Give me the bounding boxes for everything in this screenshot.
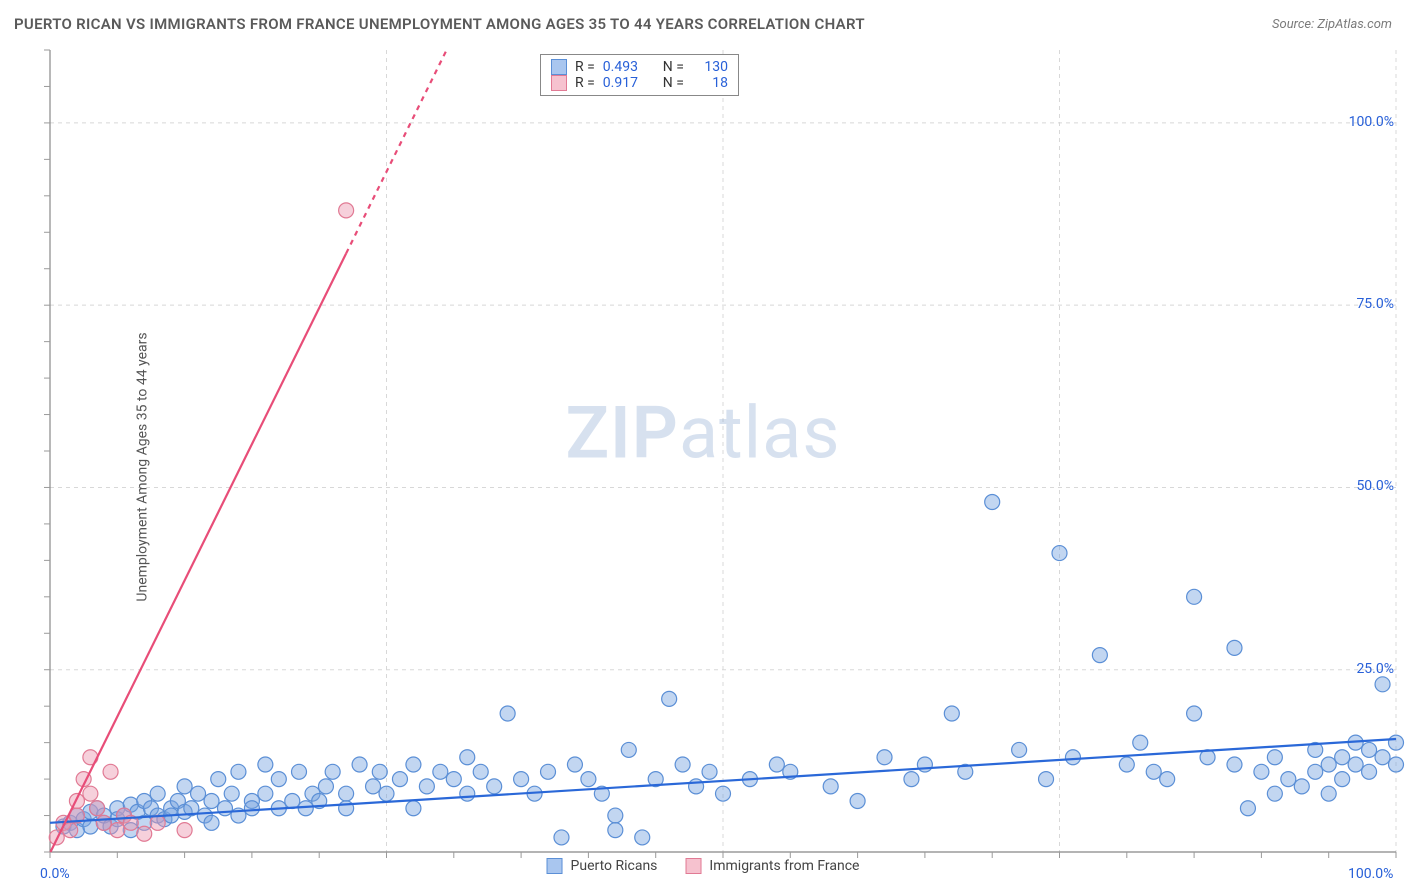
scatter-plot-svg <box>0 42 1406 892</box>
legend-swatch <box>547 858 563 874</box>
n-label: N = <box>663 59 684 75</box>
legend-label: Immigrants from France <box>709 858 859 874</box>
stats-legend-box: R = 0.493 N = 130 R = 0.917 N = 18 <box>540 54 739 96</box>
y-axis-title: Unemployment Among Ages 35 to 44 years <box>135 332 151 601</box>
legend-item: Puerto Ricans <box>547 858 658 874</box>
y-axis-label-75: 75.0% <box>1336 296 1394 312</box>
stats-row: R = 0.493 N = 130 <box>551 59 728 75</box>
r-label: R = <box>575 75 595 91</box>
stats-row: R = 0.917 N = 18 <box>551 75 728 91</box>
chart-title: PUERTO RICAN VS IMMIGRANTS FROM FRANCE U… <box>14 15 865 33</box>
x-axis-label-max: 100.0% <box>1348 866 1393 882</box>
r-label: R = <box>575 59 595 75</box>
n-label: N = <box>663 75 684 91</box>
n-value: 18 <box>692 75 728 91</box>
x-axis-label-min: 0.0% <box>40 866 70 882</box>
legend-label: Puerto Ricans <box>571 858 658 874</box>
legend-item: Immigrants from France <box>685 858 859 874</box>
y-axis-label-100: 100.0% <box>1336 114 1394 130</box>
y-axis-label-50: 50.0% <box>1336 478 1394 494</box>
n-value: 130 <box>692 59 728 75</box>
y-axis-label-25: 25.0% <box>1336 661 1394 677</box>
r-value: 0.917 <box>603 75 655 91</box>
source-attribution: Source: ZipAtlas.com <box>1272 17 1392 32</box>
series-legend: Puerto Ricans Immigrants from France <box>547 858 860 874</box>
legend-swatch <box>551 75 567 91</box>
chart-container: Unemployment Among Ages 35 to 44 years Z… <box>0 42 1406 892</box>
legend-swatch <box>685 858 701 874</box>
legend-swatch <box>551 59 567 75</box>
r-value: 0.493 <box>603 59 655 75</box>
